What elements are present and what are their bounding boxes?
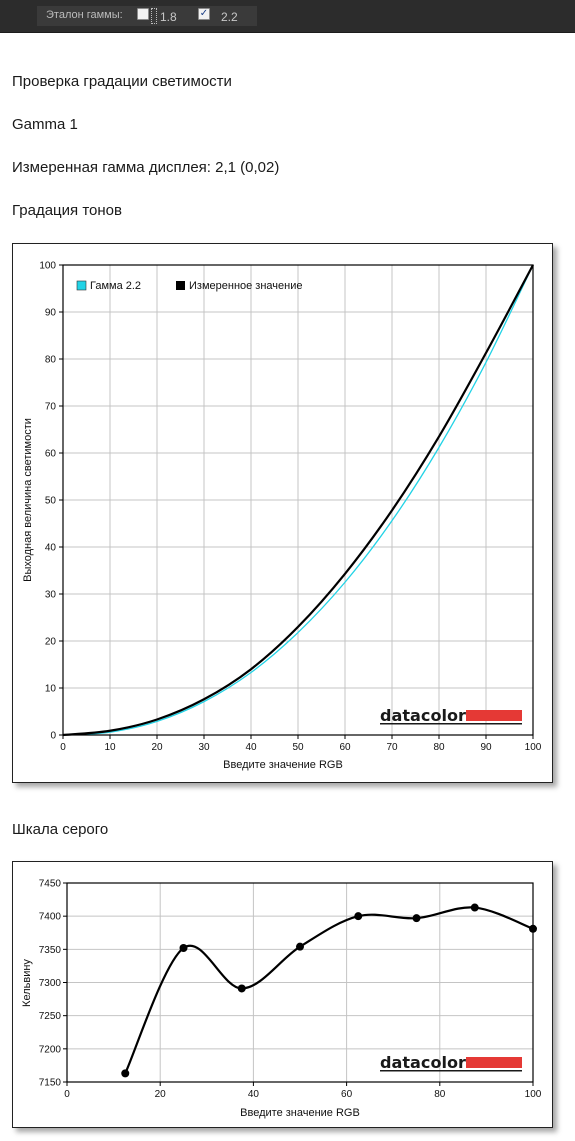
x-tick-label: 100 [525,1089,542,1100]
y-tick-label: 40 [45,543,57,554]
x-tick-label: 0 [64,1089,70,1100]
legend-label-gamma: Гамма 2.2 [90,280,141,292]
data-point [179,944,188,953]
datacolor-logo-bar [466,710,522,721]
datacolor-logo-underline [380,723,522,725]
y-tick-label: 10 [45,684,57,695]
gamma-1-8-checkbox[interactable] [137,8,149,20]
x-tick-label: 90 [480,742,492,753]
x-tick-label: 10 [104,742,116,753]
legend-swatch-measured [176,281,185,290]
datacolor-logo-underline [380,1070,522,1072]
series-line-gamma-2-2 [62,264,534,736]
gamma-2-2-checkbox[interactable]: ✓ [198,8,210,20]
legend-label-measured: Измеренное значение [189,280,303,292]
gray-scale-heading: Шкала серого [12,821,109,838]
x-axis-label: Введите значение RGB [223,759,343,771]
y-tick-label: 7450 [39,879,62,890]
y-tick-label: 70 [45,402,57,413]
x-tick-label: 40 [245,742,257,753]
y-tick-label: 20 [45,637,57,648]
gamma-1-8-label: 1.8 [160,10,177,24]
x-tick-label: 60 [339,742,351,753]
data-point [470,903,479,912]
measured-gamma-text: Измеренная гамма дисплея: 2,1 (0,02) [12,159,280,176]
data-point [237,984,246,993]
datacolor-logo-bar [466,1057,522,1068]
x-tick-label: 100 [525,742,542,753]
x-tick-label: 20 [151,742,163,753]
gamma-2-2-label: 2.2 [221,10,238,24]
y-tick-label: 7250 [39,1011,62,1022]
y-tick-label: 7350 [39,945,62,956]
datacolor-logo: datacolor [380,706,522,725]
data-point [354,912,363,921]
data-point [412,914,421,923]
x-tick-label: 60 [341,1089,353,1100]
gray-scale-chart-svg: 0 20 40 60 80 100 7150 7200 7250 7300 7350 7400 7450… [21,879,542,1120]
chart-series [62,264,534,737]
gray-scale-chart: 0 20 40 60 80 100 7150 7200 7250 7300 7350 7400 7450… [12,861,553,1128]
chart-series [121,903,537,1078]
y-tick-label: 50 [45,496,57,507]
legend-swatch-gamma [76,280,87,291]
axis-ticks: 0 20 40 60 80 100 7150 7200 7250 7300 7350 7400 7450 [39,879,542,1101]
datacolor-logo: datacolor [380,1053,522,1072]
y-tick-label: 7300 [39,978,62,989]
y-tick-label: 7400 [39,912,62,923]
data-point [121,1069,130,1078]
x-tick-label: 30 [198,742,210,753]
tone-gradation-chart: 0 10 20 30 40 50 60 70 80 90 100 0 10 20 30 40 50 60 70 80 9… [12,243,553,783]
datacolor-logo-text: datacolor [380,1053,466,1072]
y-tick-label: 7150 [39,1078,62,1089]
y-tick-label: 60 [45,449,57,460]
x-tick-label: 80 [433,742,445,753]
x-tick-label: 40 [248,1089,260,1100]
tone-gradation-chart-svg: 0 10 20 30 40 50 60 70 80 90 100 0 10 20 30 40 50 60 70 80 9… [22,261,542,772]
chart-grid [62,264,534,736]
datacolor-logo-text: datacolor [380,706,466,725]
series-line-measured [62,264,534,737]
x-tick-label: 0 [60,742,66,753]
tone-gradation-heading: Градация тонов [12,202,122,219]
y-tick-label: 100 [39,261,56,272]
y-axis-label: Кельвину [21,959,33,1007]
y-tick-label: 90 [45,308,57,319]
x-tick-label: 70 [386,742,398,753]
chart-legend: Гамма 2.2 Измеренное значение [76,280,303,292]
checkbox-focus-ring [151,8,157,24]
y-tick-label: 0 [50,731,56,742]
x-tick-label: 80 [434,1089,446,1100]
axis-ticks: 0 10 20 30 40 50 60 70 80 90 100 0 10 20 30 40 50 60 70 80 9… [39,261,541,754]
x-axis-label: Введите значение RGB [240,1107,360,1119]
data-point [296,942,304,951]
gamma-toolbar: Эталон гаммы: 1.8 ✓ 2.2 [0,0,575,33]
y-tick-label: 30 [45,590,57,601]
y-tick-label: 7200 [39,1044,62,1055]
y-axis-label: Выходная величина светимости [22,418,34,582]
profile-name: Gamma 1 [12,116,78,133]
luminance-check-heading: Проверка градации светимости [12,73,232,90]
x-tick-label: 20 [155,1089,167,1100]
x-tick-label: 50 [292,742,304,753]
gamma-reference-label: Эталон гаммы: [46,9,123,21]
y-tick-label: 80 [45,355,57,366]
